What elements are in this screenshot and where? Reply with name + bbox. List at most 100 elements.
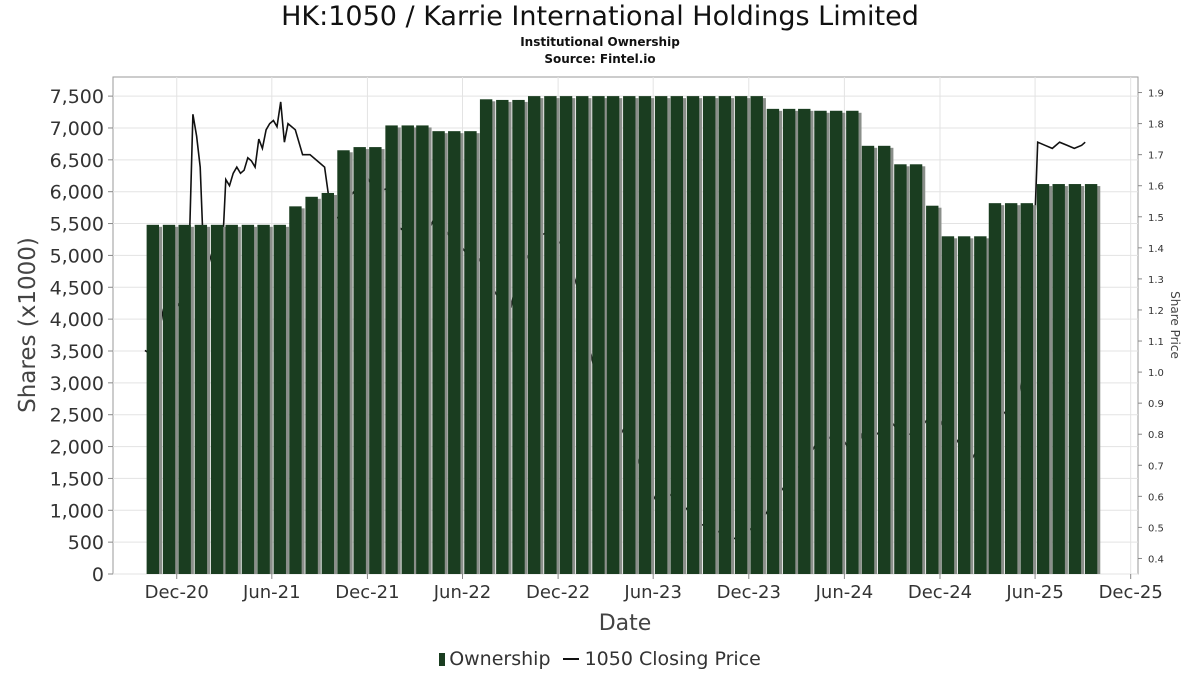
ownership-bar — [146, 224, 160, 575]
y2-tick-label: 1.5 — [1148, 213, 1164, 224]
ownership-bar — [654, 96, 668, 574]
y-tick-label: 6,000 — [50, 182, 104, 204]
ownership-bars — [146, 96, 1101, 575]
x-tick-label: Jun-22 — [433, 582, 492, 603]
chart-title: HK:1050 / Karrie International Holdings … — [281, 1, 919, 32]
ownership-bar — [670, 96, 683, 574]
y2-tick-label: 1.2 — [1148, 306, 1164, 317]
ownership-bar — [1036, 184, 1050, 575]
x-tick-label: Dec-24 — [908, 582, 972, 603]
ownership-bar — [401, 125, 414, 574]
y2-tick-label: 1.7 — [1148, 151, 1164, 162]
x-axis-title: Date — [599, 611, 652, 636]
ownership-bar — [1052, 184, 1065, 575]
ownership-bar — [162, 224, 176, 575]
chart-canvas: 0 500 1,000 1,500 2,000 2,500 3,000 3,500 4,000 4… — [15, 76, 1182, 636]
ownership-bar — [241, 224, 255, 575]
y-tick-label: 2,500 — [50, 405, 104, 427]
ownership-bar — [194, 224, 208, 575]
y2-tick-label: 1.8 — [1148, 120, 1164, 131]
axes: 0 500 1,000 1,500 2,000 2,500 3,000 3,500 4,000 4… — [50, 86, 1164, 603]
ownership-bar — [479, 99, 493, 575]
ownership-bar — [257, 224, 270, 575]
legend-bar-swatch — [439, 652, 446, 666]
y2-tick-label: 0.9 — [1148, 399, 1164, 410]
y-tick-label: 4,000 — [50, 309, 104, 331]
y2-tick-label: 1.1 — [1148, 337, 1164, 348]
y-tick-label: 1,000 — [50, 500, 104, 522]
ownership-bar — [718, 96, 732, 574]
y-tick-label: 5,000 — [50, 245, 104, 267]
x-tick-label: Jun-21 — [242, 582, 301, 603]
ownership-bar — [1068, 184, 1082, 575]
y2-tick-label: 1.3 — [1148, 275, 1164, 286]
legend-label-ownership: Ownership — [449, 647, 551, 670]
ownership-bar — [941, 236, 955, 575]
ownership-bar — [878, 145, 891, 575]
ownership-bar — [592, 96, 605, 574]
y-tick-label: 0 — [92, 564, 104, 586]
ownership-bar — [448, 131, 461, 574]
y-tick-label: 6,500 — [50, 150, 104, 172]
ownership-bar — [894, 164, 907, 575]
y-tick-label: 1,500 — [50, 468, 104, 490]
ownership-bar — [846, 110, 859, 575]
x-tick-label: Dec-23 — [717, 582, 781, 603]
x-tick-label: Dec-20 — [145, 582, 209, 603]
ownership-bar — [337, 150, 350, 574]
ownership-bar — [606, 96, 620, 574]
ownership-bar — [273, 224, 286, 575]
ownership-bar — [750, 96, 763, 574]
ownership-bar — [638, 96, 652, 574]
ownership-bar — [289, 206, 302, 574]
ownership-bar — [814, 110, 827, 575]
x-tick-label: Dec-21 — [335, 582, 399, 603]
y2-tick-label: 1.4 — [1148, 244, 1164, 255]
ownership-bar — [734, 96, 748, 574]
ownership-bar — [1084, 184, 1098, 575]
ownership-bar — [957, 236, 971, 575]
ownership-bar — [782, 108, 796, 574]
ownership-bar — [766, 108, 780, 574]
ownership-bar — [1004, 203, 1018, 574]
y2-axis-title: Share Price — [1168, 291, 1182, 359]
y-tick-label: 7,500 — [50, 86, 104, 108]
ownership-bar — [305, 196, 318, 575]
y-tick-label: 7,000 — [50, 118, 104, 140]
legend-item-price: 1050 Closing Price — [562, 647, 761, 670]
y2-tick-label: 1.6 — [1148, 182, 1164, 193]
ownership-bar — [512, 99, 525, 574]
y2-tick-label: 1.9 — [1148, 89, 1164, 100]
y-tick-label: 2,000 — [50, 437, 104, 459]
legend-line-swatch — [562, 657, 579, 660]
x-tick-label: Dec-22 — [526, 582, 590, 603]
ownership-bar — [464, 131, 477, 574]
ownership-bar — [210, 224, 224, 575]
x-tick-label: Jun-24 — [815, 582, 874, 603]
chart-source: Source: Fintel.io — [544, 52, 656, 66]
y2-tick-label: 0.6 — [1148, 492, 1164, 503]
y-axis-title: Shares (x1000) — [15, 237, 41, 413]
ownership-bar — [1020, 203, 1034, 574]
ownership-bar — [861, 145, 875, 575]
ownership-bar — [321, 192, 335, 574]
ownership-bar — [225, 224, 238, 575]
ownership-bar — [829, 110, 843, 575]
y-tick-label: 4,500 — [50, 277, 104, 299]
ownership-bar — [623, 96, 636, 574]
legend-item-ownership: Ownership — [439, 647, 551, 670]
ownership-bar — [559, 96, 573, 574]
ownership-bar — [178, 224, 191, 575]
ownership-bar — [686, 96, 700, 574]
ownership-bar — [926, 205, 939, 574]
y2-tick-label: 1.0 — [1148, 368, 1164, 379]
ownership-bar — [576, 96, 589, 574]
y-tick-label: 3,000 — [50, 373, 104, 395]
ownership-bar — [496, 99, 509, 574]
ownership-bar — [544, 96, 557, 574]
ownership-bar — [385, 125, 398, 574]
ownership-bar — [988, 203, 1002, 574]
x-tick-label: Dec-25 — [1099, 582, 1163, 603]
chart-subtitle: Institutional Ownership — [520, 35, 680, 49]
legend-label-price: 1050 Closing Price — [584, 647, 761, 670]
